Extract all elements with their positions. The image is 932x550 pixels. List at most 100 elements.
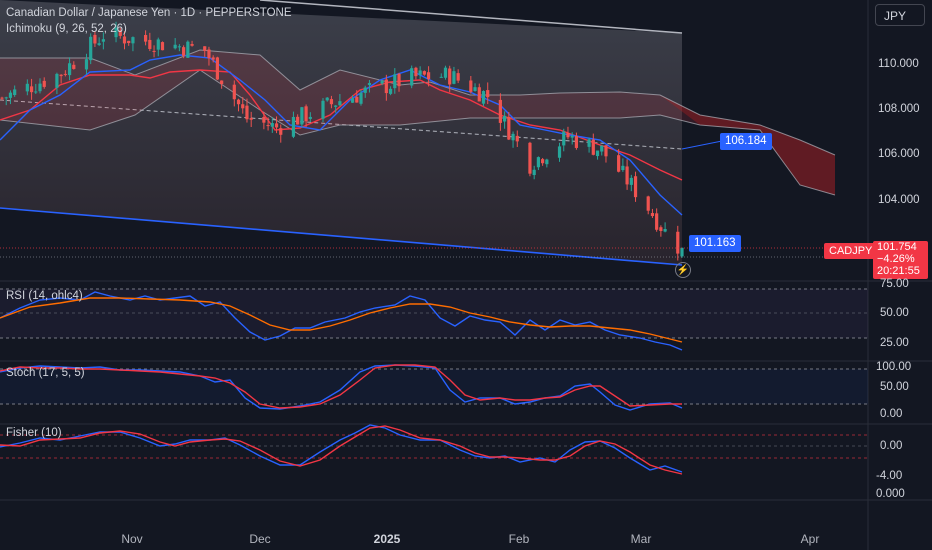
- ichimoku-legend[interactable]: Ichimoku (9, 26, 52, 26): [6, 23, 127, 35]
- candle-bear: [160, 42, 165, 51]
- candle-bull: [13, 89, 17, 96]
- candle-bull: [503, 115, 507, 122]
- candle-bull: [570, 135, 574, 138]
- candle-bear: [29, 86, 34, 93]
- candle-bear: [152, 50, 156, 52]
- candle-bull: [545, 159, 549, 165]
- ichimoku-span-b: [0, 69, 836, 196]
- candle-bear: [528, 142, 532, 174]
- candle-bull: [101, 39, 105, 42]
- rsi-tick: 75.00: [880, 278, 909, 290]
- candle-bull: [536, 157, 540, 168]
- candle-bull: [325, 97, 329, 101]
- candle-bull: [321, 100, 325, 119]
- candle-bear: [477, 87, 481, 102]
- candle-bear: [498, 99, 502, 123]
- candle-bull: [359, 92, 363, 104]
- rsi-tick: 25.00: [880, 337, 909, 349]
- change-label: −4.26%: [877, 253, 915, 265]
- candle-bear: [211, 57, 215, 60]
- price-tick: 106.000: [878, 148, 920, 160]
- price-tick: 108.000: [878, 103, 920, 115]
- candle-bull: [97, 43, 101, 45]
- candle-bull: [410, 68, 414, 86]
- stoch-legend[interactable]: Stoch (17, 5, 5): [6, 367, 85, 379]
- fisher-trigger-line: [0, 425, 683, 475]
- candle-bear: [507, 116, 511, 140]
- candle-bull: [600, 145, 604, 152]
- candle-bull: [595, 150, 600, 157]
- candle-bull: [367, 83, 372, 85]
- candle-bear: [650, 213, 655, 217]
- time-label-2025: 2025: [373, 532, 401, 546]
- candle-bull: [55, 73, 59, 88]
- regression-channel-fill: [0, 0, 682, 265]
- candle-bear: [220, 80, 224, 84]
- candle-bear: [676, 231, 680, 254]
- candle-bull: [562, 131, 566, 146]
- candle-bull: [621, 165, 625, 171]
- candle-bear: [274, 123, 279, 128]
- candle-bear: [659, 227, 663, 231]
- candle-bear: [266, 125, 270, 127]
- lightning-icon[interactable]: ⚡: [675, 262, 691, 278]
- candle-bull: [350, 98, 355, 103]
- candle-bear: [215, 57, 220, 80]
- candle-bull: [452, 71, 456, 84]
- candle-bull: [629, 177, 633, 185]
- candle-bear: [574, 135, 579, 148]
- stoch-d-line: [0, 364, 682, 409]
- candle-bear: [232, 84, 236, 100]
- candle-bull: [338, 101, 342, 106]
- stoch-tick: 50.00: [880, 381, 909, 393]
- candle-bull: [8, 92, 13, 98]
- channel-upper-line: [259, 0, 683, 34]
- candle-bear: [633, 176, 638, 198]
- candle-bull: [177, 46, 181, 48]
- candle-bear: [249, 118, 253, 120]
- candle-bull: [532, 169, 536, 176]
- candle-bear: [0, 97, 4, 99]
- candle-bull: [131, 37, 135, 44]
- candle-bull: [380, 80, 384, 84]
- candle-bull: [34, 91, 38, 93]
- candle-bear: [469, 80, 473, 92]
- candle-bear: [456, 73, 460, 81]
- candle-bull: [439, 76, 443, 78]
- candle-bear: [384, 79, 388, 94]
- fisher-line: [0, 424, 683, 473]
- candle-bear: [207, 49, 211, 59]
- channel-lower-line: [0, 207, 683, 266]
- time-label-apr: Apr: [800, 532, 820, 546]
- ichimoku-cloud-projection: [660, 95, 835, 195]
- candle-bull: [388, 88, 393, 94]
- candle-bear: [279, 128, 283, 135]
- symbol-title[interactable]: Canadian Dollar / Japanese Yen · 1D · PE…: [6, 7, 292, 19]
- rsi-legend[interactable]: RSI (14, ohlc4): [6, 290, 83, 302]
- candle-bear: [591, 139, 595, 155]
- time-label-mar: Mar: [630, 532, 652, 546]
- channel-mid-line: [0, 99, 683, 150]
- candle-bear: [59, 74, 63, 77]
- candle-bear: [144, 35, 148, 42]
- candle-bear: [566, 132, 570, 138]
- candle-bear: [625, 166, 629, 185]
- candle-bear: [245, 105, 249, 120]
- candle-bull: [25, 83, 29, 92]
- candle-bull: [418, 70, 422, 75]
- candle-bull: [680, 247, 684, 257]
- candle-bull: [156, 39, 160, 50]
- fisher-legend[interactable]: Fisher (10): [6, 427, 62, 439]
- candle-bear: [262, 116, 266, 123]
- candle-bear: [72, 64, 76, 69]
- fisher-tick: 0.000: [876, 488, 905, 500]
- candle-bull: [511, 133, 515, 141]
- candle-bear: [203, 46, 207, 51]
- last-price-label: 101.754: [877, 241, 917, 253]
- time-label-feb: Feb: [508, 532, 530, 546]
- currency-selector[interactable]: JPY: [875, 4, 925, 26]
- rsi-tick: 50.00: [880, 307, 909, 319]
- candle-bull: [114, 27, 118, 38]
- candle-bull: [300, 107, 304, 125]
